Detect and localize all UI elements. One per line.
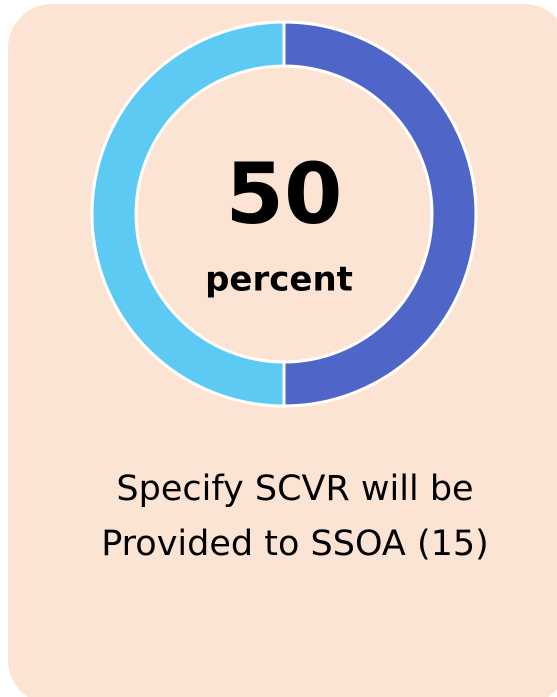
donut-segment: [282, 20, 478, 408]
donut: [90, 20, 478, 408]
card-background: [8, 4, 557, 697]
center-value: 50: [226, 145, 343, 243]
center-label: percent: [205, 260, 353, 300]
caption-line: Specify SCVR will be: [116, 469, 473, 509]
donut-segment: [90, 20, 286, 408]
caption-line: Provided to SSOA (15): [101, 524, 489, 564]
